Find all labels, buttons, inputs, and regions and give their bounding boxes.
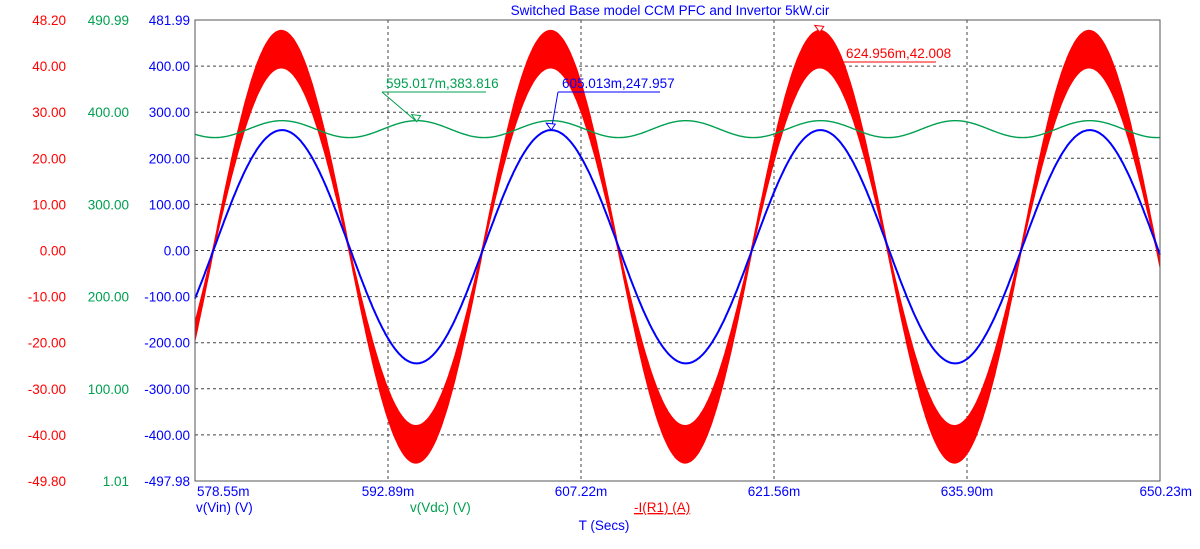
y-tick-label-vdc: 200.00 <box>88 290 129 305</box>
annotation-leader <box>819 32 843 63</box>
y-tick-label-current: 0.00 <box>40 244 66 259</box>
y-tick-label-vin: 300.00 <box>149 105 190 120</box>
plot-frame <box>194 19 1161 482</box>
chart-title: Switched Base model CCM PFC and Invertor… <box>511 3 830 18</box>
series-current-band <box>194 29 1161 464</box>
y-tick-label-vin: 400.00 <box>149 59 190 74</box>
y-tick-label-vin: -497.98 <box>144 474 190 489</box>
series-vdc-line <box>194 120 1161 139</box>
y-tick-label-vdc: 300.00 <box>88 197 129 212</box>
x-tick-label: 650.23m <box>1139 484 1192 499</box>
y-tick-label-vdc: 400.00 <box>88 105 129 120</box>
x-tick-label: 635.90m <box>941 484 994 499</box>
y-tick-label-current: 48.20 <box>32 13 66 28</box>
legend-vdc: v(Vdc) (V) <box>410 500 471 515</box>
y-tick-label-vdc: 1.01 <box>103 474 129 489</box>
y-tick-label-current: -40.00 <box>28 428 66 443</box>
annotations-layer: 595.017m,383.816 605.013m,247.957 624.956m… <box>381 24 951 131</box>
x-axis-label: T (Secs) <box>579 518 630 533</box>
legend-ir1: -I(R1) (A) <box>634 500 690 515</box>
y-tick-label-current: -20.00 <box>28 336 66 351</box>
series-layer <box>194 29 1161 464</box>
y-tick-label-current: -10.00 <box>28 290 66 305</box>
y-tick-label-vin: -100.00 <box>144 290 190 305</box>
ticks-layer: 578.55m 592.89m 607.22m 621.56m 635.90m 650.2… <box>28 13 1192 499</box>
y-tick-label-vin: -400.00 <box>144 428 190 443</box>
y-tick-label-vin: 0.00 <box>164 244 190 259</box>
y-tick-label-vdc: 100.00 <box>88 382 129 397</box>
annotation-arrowhead <box>545 122 557 131</box>
annotation-label: 624.956m,42.008 <box>846 46 951 61</box>
annotation-arrowhead <box>410 114 422 123</box>
y-tick-label-current: 30.00 <box>32 105 66 120</box>
annotation-label: 605.013m,247.957 <box>562 76 675 91</box>
y-tick-label-current: 40.00 <box>32 59 66 74</box>
x-tick-label: 607.22m <box>555 484 608 499</box>
y-tick-label-vin: -200.00 <box>144 336 190 351</box>
y-tick-label-vdc: 490.99 <box>88 13 129 28</box>
x-tick-label: 592.89m <box>362 484 415 499</box>
legend-vin: v(Vin) (V) <box>196 500 253 515</box>
y-tick-label-vin: 200.00 <box>149 151 190 166</box>
y-tick-label-vin: 481.99 <box>149 13 190 28</box>
x-tick-label: 578.55m <box>197 484 250 499</box>
x-tick-label: 621.56m <box>748 484 801 499</box>
y-tick-label-current: 10.00 <box>32 197 66 212</box>
y-tick-label-vin: -300.00 <box>144 382 190 397</box>
annotation-label: 595.017m,383.816 <box>386 76 499 91</box>
y-tick-label-current: -30.00 <box>28 382 66 397</box>
y-tick-label-vin: 100.00 <box>149 197 190 212</box>
grid <box>195 20 1160 481</box>
annotation-arrowhead <box>813 24 825 34</box>
series-vin-line <box>194 129 1161 365</box>
annotation-leader <box>381 91 418 123</box>
y-tick-label-current: 20.00 <box>32 151 66 166</box>
y-tick-label-current: -49.80 <box>28 474 66 489</box>
